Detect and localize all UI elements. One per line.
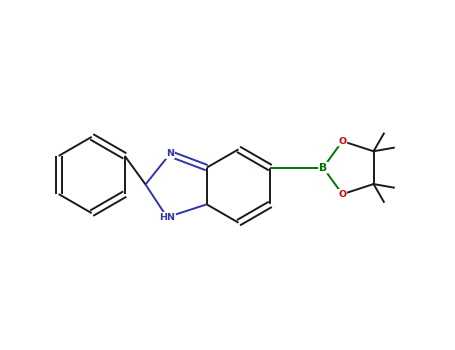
Text: HN: HN (159, 213, 175, 222)
Text: O: O (339, 136, 346, 146)
Text: B: B (319, 163, 327, 173)
Text: O: O (339, 190, 346, 199)
Text: N: N (166, 149, 174, 158)
